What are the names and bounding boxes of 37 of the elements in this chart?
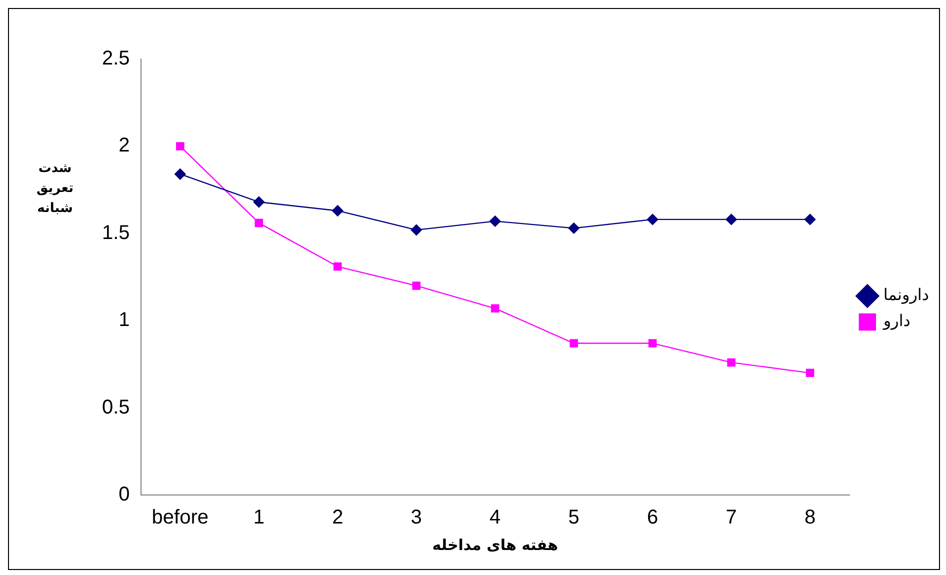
- y-axis-title: شدت تعریق شبانه: [36, 160, 74, 218]
- x-tick-label: 4: [490, 506, 501, 529]
- x-tick-label: 8: [804, 506, 816, 529]
- x-tick-label: before: [152, 506, 209, 529]
- x-axis-title: هفته های مداخله: [432, 536, 558, 554]
- point: [804, 214, 816, 226]
- point: [570, 339, 578, 348]
- point: [253, 196, 264, 208]
- x-tick-label: 7: [726, 506, 737, 529]
- y-tick-label: 2.5: [102, 48, 130, 70]
- point: [176, 142, 184, 150]
- y-tick-label: 0: [118, 484, 130, 506]
- x-tick-label: 5: [568, 506, 580, 529]
- y-tick-label: 0.5: [102, 396, 130, 418]
- point: [806, 368, 814, 378]
- legend-label: دارو: [882, 311, 910, 330]
- point: [412, 282, 421, 290]
- x-tick-label: 2: [332, 506, 344, 529]
- point: [254, 218, 264, 228]
- y-tick-label: 1.5: [102, 222, 130, 244]
- legend-label: دارونما: [883, 285, 930, 304]
- point: [410, 224, 422, 236]
- y-tick-label: 2: [118, 134, 130, 157]
- point: [332, 205, 344, 216]
- point: [490, 304, 500, 313]
- x-tick-label: 3: [410, 506, 422, 529]
- point: [174, 168, 186, 180]
- x-tick-label: 1: [253, 506, 264, 529]
- x-tick-label: 6: [647, 506, 658, 529]
- point: [646, 214, 658, 226]
- point: [727, 358, 736, 367]
- point: [334, 262, 342, 271]
- y-tick-label: 1: [118, 309, 130, 332]
- point: [648, 339, 657, 348]
- point: [490, 216, 501, 227]
- point: [726, 214, 737, 226]
- point: [568, 222, 580, 234]
